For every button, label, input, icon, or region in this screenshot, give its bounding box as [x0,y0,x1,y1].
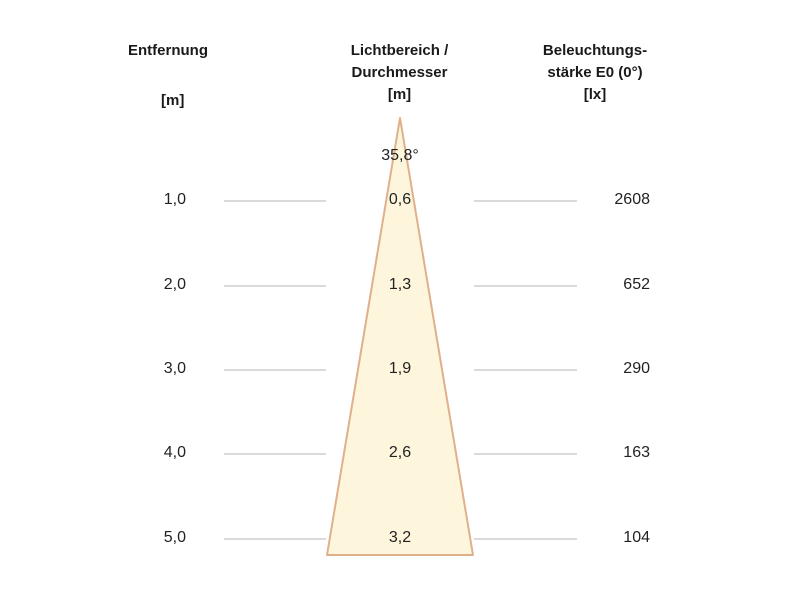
header-beam-unit: [m] [387,86,412,103]
distance-value: 1,0 [163,191,186,208]
header-distance-title: Entfernung [128,42,208,59]
header-beam: Lichtbereich / Durchmesser [m] [312,40,487,106]
diameter-value: 1,9 [388,360,412,377]
header-illuminance-unit: [lx] [583,86,607,103]
distance-value: 4,0 [163,444,186,461]
light-cone [326,117,474,556]
illuminance-value: 2608 [614,191,650,208]
illuminance-value: 163 [623,444,650,461]
diameter-value: 1,3 [388,276,412,293]
header-illuminance: Beleuchtungs- stärke E0 (0°) [lx] [520,40,670,106]
header-illuminance-title-1: Beleuchtungs- [542,42,648,59]
header-distance-unit: [m] [161,92,185,109]
illuminance-value: 104 [623,529,650,546]
beam-angle-label: 35,8° [381,147,419,164]
header-illuminance-title-2: stärke E0 (0°) [547,64,643,81]
diameter-value: 2,6 [388,444,412,461]
diameter-value: 3,2 [388,529,412,546]
guide-lines [224,200,577,540]
illuminance-value: 290 [623,360,650,377]
diameter-value: 0,6 [388,191,412,208]
distance-value: 5,0 [163,529,186,546]
header-beam-title-1: Lichtbereich / [350,42,449,59]
distance-value: 2,0 [163,276,186,293]
header-beam-title-2: Durchmesser [351,64,448,81]
distance-value: 3,0 [163,360,186,377]
illuminance-value: 652 [623,276,650,293]
header-distance: Entfernung [m] [128,40,208,109]
